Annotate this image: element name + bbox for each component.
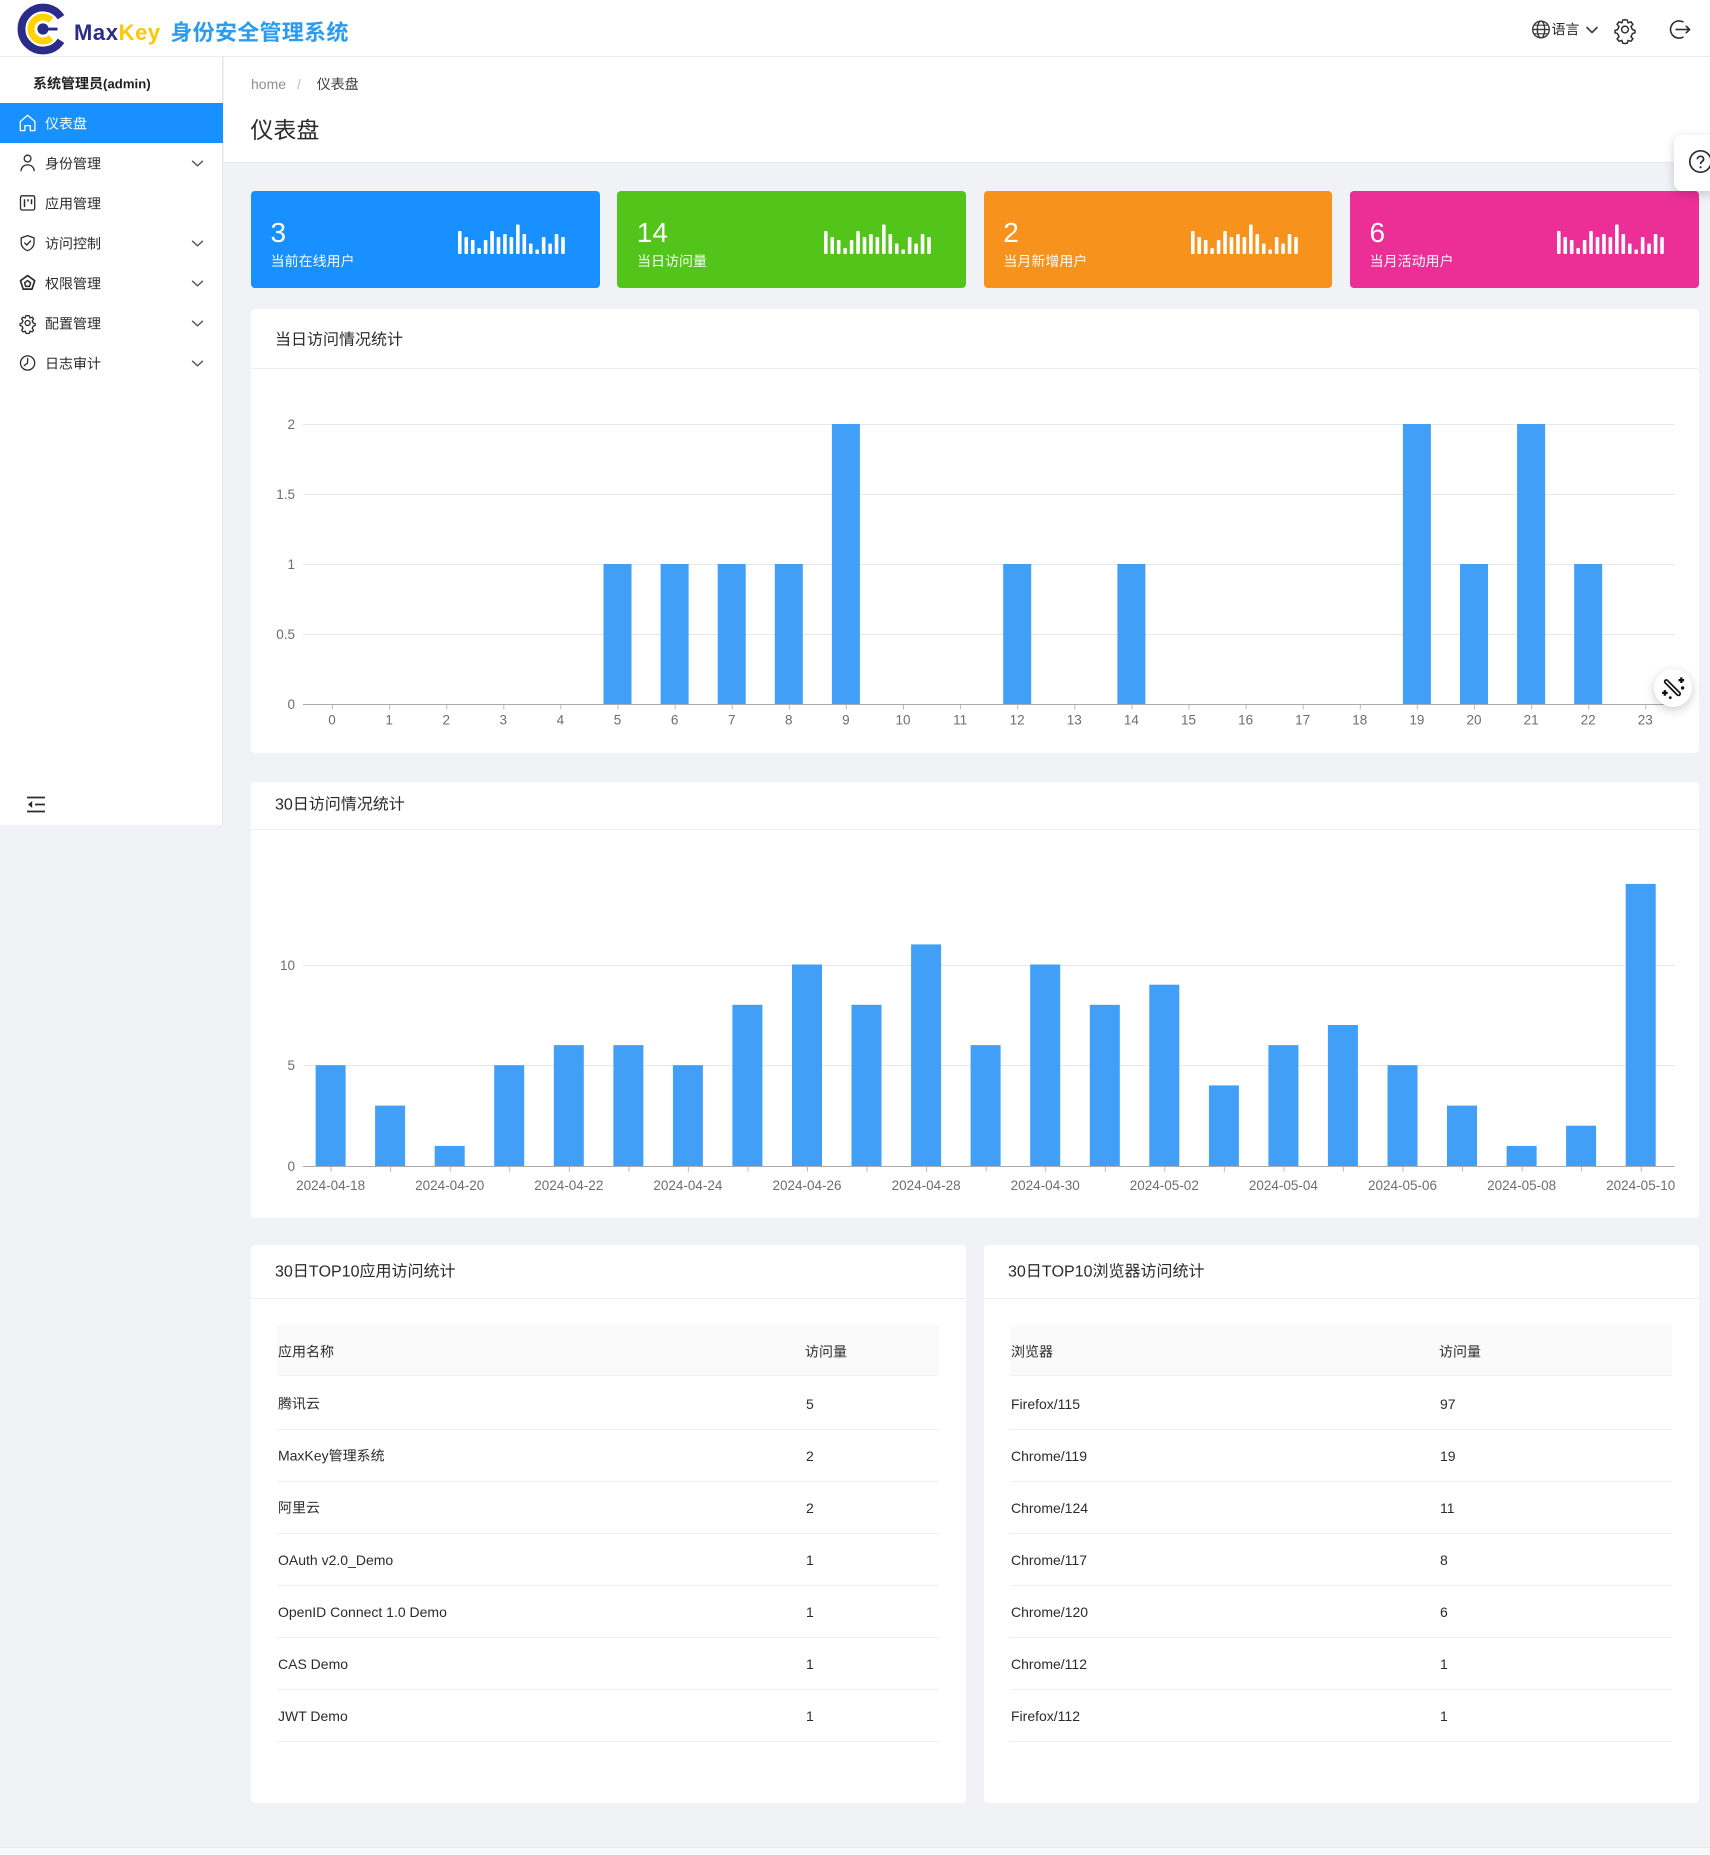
svg-text:2024-05-04: 2024-05-04 bbox=[1249, 1178, 1319, 1193]
svg-text:6: 6 bbox=[671, 713, 679, 728]
svg-text:7: 7 bbox=[728, 713, 736, 728]
svg-text:5: 5 bbox=[614, 713, 622, 728]
svg-text:2024-05-06: 2024-05-06 bbox=[1368, 1178, 1437, 1193]
svg-text:0.5: 0.5 bbox=[276, 627, 295, 642]
svg-text:20: 20 bbox=[1466, 713, 1481, 728]
svg-text:14: 14 bbox=[1124, 713, 1140, 728]
svg-text:2024-05-08: 2024-05-08 bbox=[1487, 1178, 1556, 1193]
svg-text:22: 22 bbox=[1581, 713, 1596, 728]
svg-text:11: 11 bbox=[953, 713, 967, 728]
svg-text:1.5: 1.5 bbox=[276, 487, 295, 502]
svg-text:2: 2 bbox=[442, 713, 450, 728]
svg-text:2024-04-18: 2024-04-18 bbox=[296, 1178, 365, 1193]
svg-text:3: 3 bbox=[500, 713, 508, 728]
svg-text:0: 0 bbox=[287, 1159, 295, 1174]
svg-text:23: 23 bbox=[1638, 713, 1653, 728]
svg-text:9: 9 bbox=[842, 713, 850, 728]
svg-text:2024-05-02: 2024-05-02 bbox=[1130, 1178, 1199, 1193]
svg-text:10: 10 bbox=[280, 958, 295, 973]
svg-text:2024-04-20: 2024-04-20 bbox=[415, 1178, 484, 1193]
svg-text:2: 2 bbox=[287, 417, 295, 432]
svg-text:2024-04-26: 2024-04-26 bbox=[772, 1178, 841, 1193]
svg-text:2024-05-10: 2024-05-10 bbox=[1606, 1178, 1675, 1193]
svg-text:8: 8 bbox=[785, 713, 793, 728]
svg-text:1: 1 bbox=[385, 713, 393, 728]
svg-text:19: 19 bbox=[1409, 713, 1424, 728]
svg-text:5: 5 bbox=[287, 1058, 295, 1073]
svg-text:0: 0 bbox=[328, 713, 336, 728]
svg-text:21: 21 bbox=[1524, 713, 1539, 728]
svg-text:2024-04-22: 2024-04-22 bbox=[534, 1178, 603, 1193]
svg-text:2024-04-24: 2024-04-24 bbox=[653, 1178, 723, 1193]
svg-text:12: 12 bbox=[1010, 713, 1025, 728]
svg-text:10: 10 bbox=[895, 713, 910, 728]
svg-text:18: 18 bbox=[1352, 713, 1367, 728]
svg-text:17: 17 bbox=[1295, 713, 1310, 728]
svg-text:4: 4 bbox=[557, 713, 565, 728]
svg-text:13: 13 bbox=[1067, 713, 1082, 728]
svg-text:15: 15 bbox=[1181, 713, 1196, 728]
svg-text:16: 16 bbox=[1238, 713, 1253, 728]
svg-text:0: 0 bbox=[287, 697, 295, 712]
svg-text:1: 1 bbox=[287, 557, 295, 572]
svg-text:2024-04-30: 2024-04-30 bbox=[1011, 1178, 1080, 1193]
svg-text:2024-04-28: 2024-04-28 bbox=[892, 1178, 961, 1193]
